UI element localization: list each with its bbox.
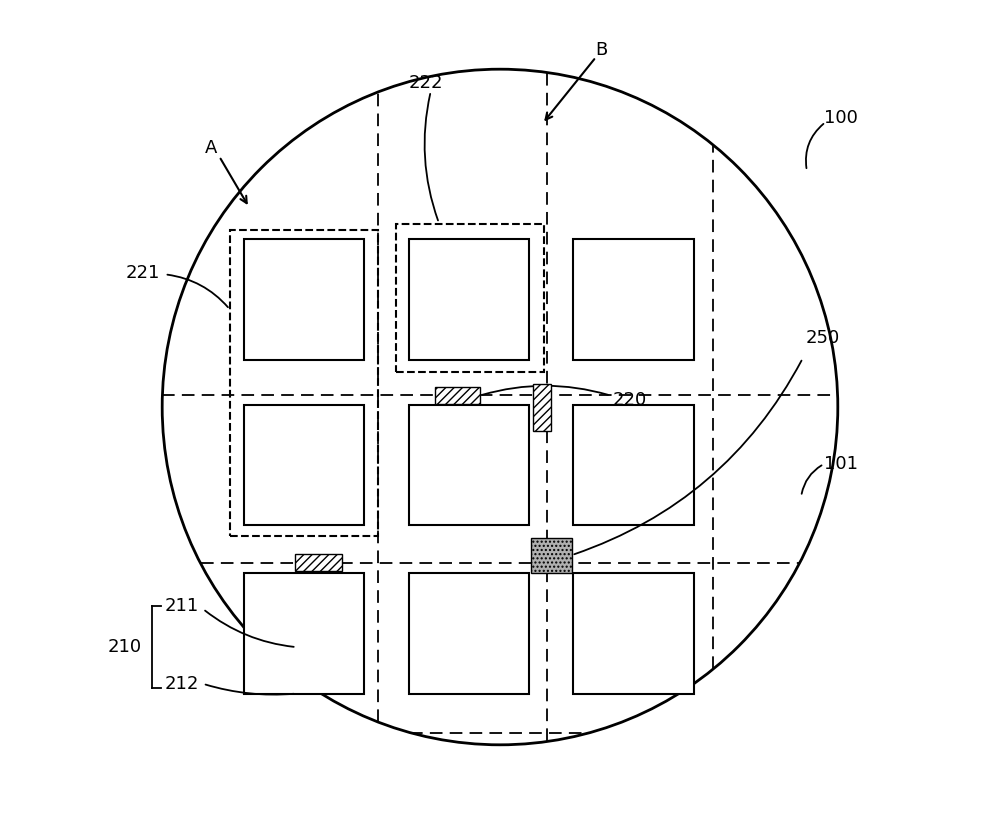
Text: 100: 100	[824, 109, 858, 127]
Bar	[409, 405, 529, 525]
Bar	[573, 239, 694, 360]
Bar	[409, 573, 529, 694]
Text: 212: 212	[165, 675, 199, 693]
Bar	[435, 387, 480, 404]
Text: 222: 222	[409, 74, 443, 92]
Bar	[244, 405, 364, 525]
Bar	[295, 554, 342, 571]
Bar	[396, 224, 544, 372]
Bar	[533, 384, 551, 431]
Bar	[573, 405, 694, 525]
Bar	[244, 239, 364, 360]
Text: 210: 210	[108, 638, 142, 656]
Text: 250: 250	[805, 329, 840, 347]
Text: 101: 101	[824, 455, 858, 473]
Bar	[573, 573, 694, 694]
Text: A: A	[205, 139, 217, 157]
Text: B: B	[596, 42, 608, 59]
Bar	[230, 230, 378, 536]
Text: 221: 221	[126, 264, 160, 282]
Bar	[409, 239, 529, 360]
Text: 211: 211	[165, 597, 199, 615]
Text: 220: 220	[612, 392, 647, 409]
Bar	[244, 573, 364, 694]
Bar	[531, 538, 572, 573]
